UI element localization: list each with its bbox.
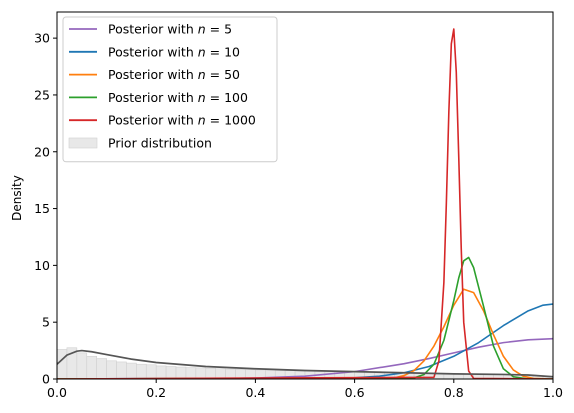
posterior-line-n10 — [57, 303, 553, 379]
x-tick-label: 1.0 — [543, 385, 563, 400]
posterior-line-n100 — [57, 256, 553, 379]
prior-histogram-bar — [116, 361, 127, 379]
prior-histogram-bar — [175, 366, 187, 379]
x-tick-label: 0.4 — [245, 385, 265, 400]
y-tick-label: 30 — [34, 31, 50, 46]
legend-label-n10: Posterior with n = 10 — [108, 44, 240, 59]
y-tick-label: 10 — [34, 258, 50, 273]
prior-histogram-bar — [136, 363, 147, 379]
prior-histogram-bar — [106, 360, 117, 379]
prior-histogram-bar — [86, 355, 97, 379]
posterior-line-n1000 — [57, 28, 553, 379]
prior-histogram-bar — [195, 367, 207, 379]
prior-histogram-bar — [185, 367, 197, 379]
prior-histogram-bar — [165, 366, 177, 379]
prior-histogram-bar — [57, 349, 68, 379]
legend-label-n1000: Posterior with n = 1000 — [108, 113, 256, 128]
prior-histogram-bar — [145, 364, 157, 379]
legend-label-n100: Posterior with n = 100 — [108, 90, 248, 105]
legend-label-n50: Posterior with n = 50 — [108, 67, 240, 82]
plot-clip-group — [57, 28, 553, 379]
x-tick-label: 0.8 — [444, 385, 464, 400]
plot-frame — [56, 11, 554, 380]
prior-histogram-bar — [155, 365, 167, 379]
x-tick-label: 0.2 — [146, 385, 166, 400]
y-tick-label: 25 — [34, 87, 50, 102]
legend-label-n5: Posterior with n = 5 — [108, 22, 232, 37]
legend: Posterior with n = 5 Posterior with n = 1… — [62, 16, 278, 163]
plot-area — [57, 28, 553, 379]
axes: Density 0.0 0.2 0.4 0.6 0.8 1.0 0 5 10 15 20 25 30 — [10, 11, 563, 400]
x-tick-label: 0.6 — [345, 385, 365, 400]
y-tick-label: 15 — [34, 201, 50, 216]
legend-box — [62, 16, 278, 163]
legend-swatch-prior — [68, 137, 98, 149]
prior-histogram-bar — [76, 352, 88, 379]
prior-density-curve — [57, 349, 553, 378]
y-tick-label: 5 — [42, 315, 50, 330]
y-tick-label: 20 — [34, 144, 50, 159]
y-axis-label: Density — [10, 175, 24, 221]
legend-label-prior: Prior distribution — [108, 136, 212, 151]
prior-histogram-bar — [126, 362, 137, 379]
prior-histogram-bar — [205, 367, 217, 379]
prior-histogram-bar — [96, 358, 107, 379]
y-tick-label: 0 — [42, 372, 50, 387]
x-tick-label: 0.0 — [47, 385, 67, 400]
